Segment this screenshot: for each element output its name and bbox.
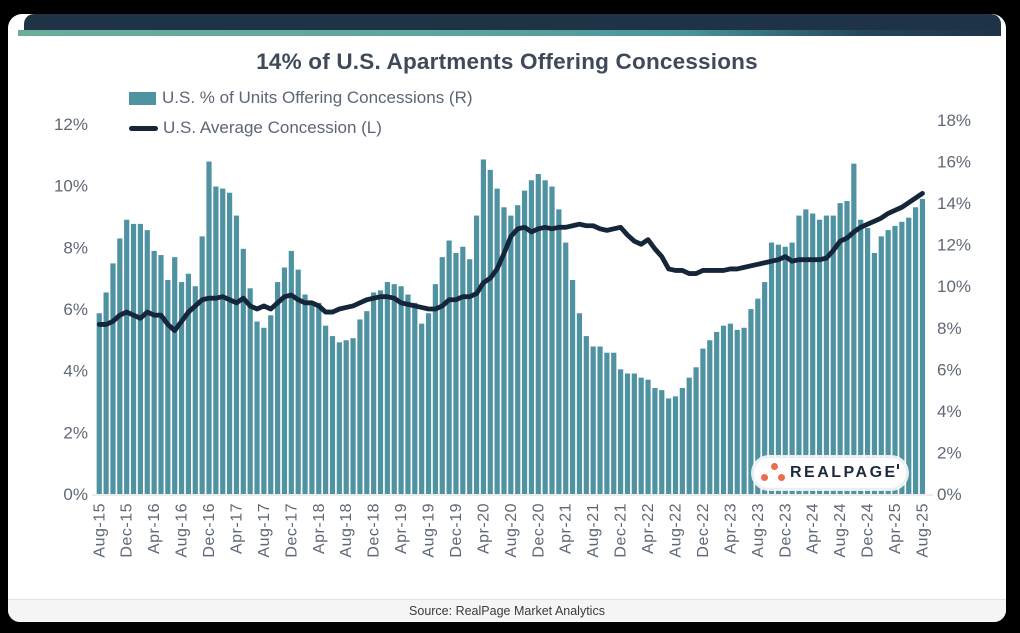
logo-dot — [778, 474, 785, 481]
svg-text:Dec-22: Dec-22 — [695, 503, 712, 558]
svg-text:Aug-25: Aug-25 — [915, 503, 932, 558]
svg-text:Aug-24: Aug-24 — [832, 503, 849, 558]
svg-text:4%: 4% — [63, 362, 88, 381]
svg-text:Apr-20: Apr-20 — [475, 503, 492, 554]
svg-text:Apr-24: Apr-24 — [805, 503, 822, 554]
source-footer: Source: RealPage Market Analytics — [8, 599, 1006, 622]
concessions-chart: 0% 2% 4% 6% 8% 10% 12% 0% 2% 4% 6% 8% 10% 12% 14% 16% 18… — [54, 111, 971, 558]
svg-text:Dec-21: Dec-21 — [613, 503, 630, 558]
svg-text:Apr-23: Apr-23 — [722, 503, 739, 554]
svg-text:Dec-24: Dec-24 — [860, 503, 877, 558]
svg-text:Dec-16: Dec-16 — [201, 503, 218, 558]
legend-label-line: U.S. Average Concession (L) — [163, 118, 382, 137]
svg-text:Aug-18: Aug-18 — [338, 503, 355, 558]
svg-text:12%: 12% — [54, 115, 88, 134]
svg-text:Dec-19: Dec-19 — [448, 503, 465, 558]
trademark-icon — [897, 464, 899, 469]
svg-text:Apr-21: Apr-21 — [558, 503, 575, 554]
svg-text:Dec-20: Dec-20 — [530, 503, 547, 558]
chart-title: 14% of U.S. Apartments Offering Concessi… — [256, 49, 758, 74]
svg-text:Dec-18: Dec-18 — [366, 503, 383, 558]
svg-text:Dec-15: Dec-15 — [119, 503, 136, 558]
chart-legend: U.S. % of Units Offering Concessions (R)… — [129, 83, 473, 143]
svg-text:8%: 8% — [937, 319, 962, 338]
legend-item-line: U.S. Average Concession (L) — [129, 113, 473, 143]
realpage-logo-text: REALPAGE — [790, 464, 898, 481]
header-gradient-stripe — [18, 30, 1001, 36]
bars-series — [96, 159, 926, 495]
svg-text:Dec-23: Dec-23 — [777, 503, 794, 558]
svg-text:Aug-22: Aug-22 — [668, 503, 685, 558]
svg-text:8%: 8% — [63, 238, 88, 257]
svg-text:18%: 18% — [937, 111, 971, 130]
svg-text:Aug-19: Aug-19 — [421, 503, 438, 558]
svg-text:4%: 4% — [937, 402, 962, 421]
legend-item-bars: U.S. % of Units Offering Concessions (R) — [129, 83, 473, 113]
svg-text:0%: 0% — [63, 485, 88, 504]
svg-text:6%: 6% — [63, 300, 88, 319]
svg-text:Apr-17: Apr-17 — [229, 503, 246, 554]
svg-text:Apr-18: Apr-18 — [311, 503, 328, 554]
svg-text:Aug-16: Aug-16 — [174, 503, 191, 558]
line-swatch-icon — [129, 125, 158, 131]
svg-text:Dec-17: Dec-17 — [283, 503, 300, 558]
logo-dot — [761, 474, 768, 481]
svg-text:0%: 0% — [937, 485, 962, 504]
svg-text:14%: 14% — [937, 194, 971, 213]
x-axis-labels: Aug-15 Dec-15 Apr-16 Aug-16 Dec-16 Apr-17 Aug-… — [91, 503, 931, 558]
svg-text:10%: 10% — [54, 177, 88, 196]
source-text: Source: RealPage Market Analytics — [409, 604, 605, 618]
line-series — [96, 190, 925, 333]
realpage-logo: REALPAGE — [753, 457, 907, 489]
chart-card: 14% of U.S. Apartments Offering Concessi… — [8, 14, 1006, 622]
logo-dot — [771, 463, 778, 470]
svg-text:6%: 6% — [937, 360, 962, 379]
svg-text:Aug-20: Aug-20 — [503, 503, 520, 558]
svg-text:10%: 10% — [937, 277, 971, 296]
svg-text:12%: 12% — [937, 236, 971, 255]
svg-text:Apr-22: Apr-22 — [640, 503, 657, 554]
svg-text:Apr-16: Apr-16 — [146, 503, 163, 554]
svg-text:Aug-23: Aug-23 — [750, 503, 767, 558]
svg-text:Apr-19: Apr-19 — [393, 503, 410, 554]
svg-text:Aug-15: Aug-15 — [91, 503, 108, 558]
svg-text:2%: 2% — [937, 443, 962, 462]
svg-text:Apr-25: Apr-25 — [887, 503, 904, 554]
svg-text:2%: 2% — [63, 423, 88, 442]
right-axis-labels: 0% 2% 4% 6% 8% 10% 12% 14% 16% 18% — [937, 111, 971, 504]
bar-swatch-icon — [129, 91, 156, 105]
left-axis-labels: 0% 2% 4% 6% 8% 10% 12% — [54, 115, 88, 504]
header-bar — [24, 14, 1001, 30]
svg-text:16%: 16% — [937, 153, 971, 172]
realpage-dots-icon — [754, 458, 790, 488]
svg-text:Aug-21: Aug-21 — [585, 503, 602, 558]
legend-label-bars: U.S. % of Units Offering Concessions (R) — [162, 88, 473, 107]
svg-text:Aug-17: Aug-17 — [256, 503, 273, 558]
